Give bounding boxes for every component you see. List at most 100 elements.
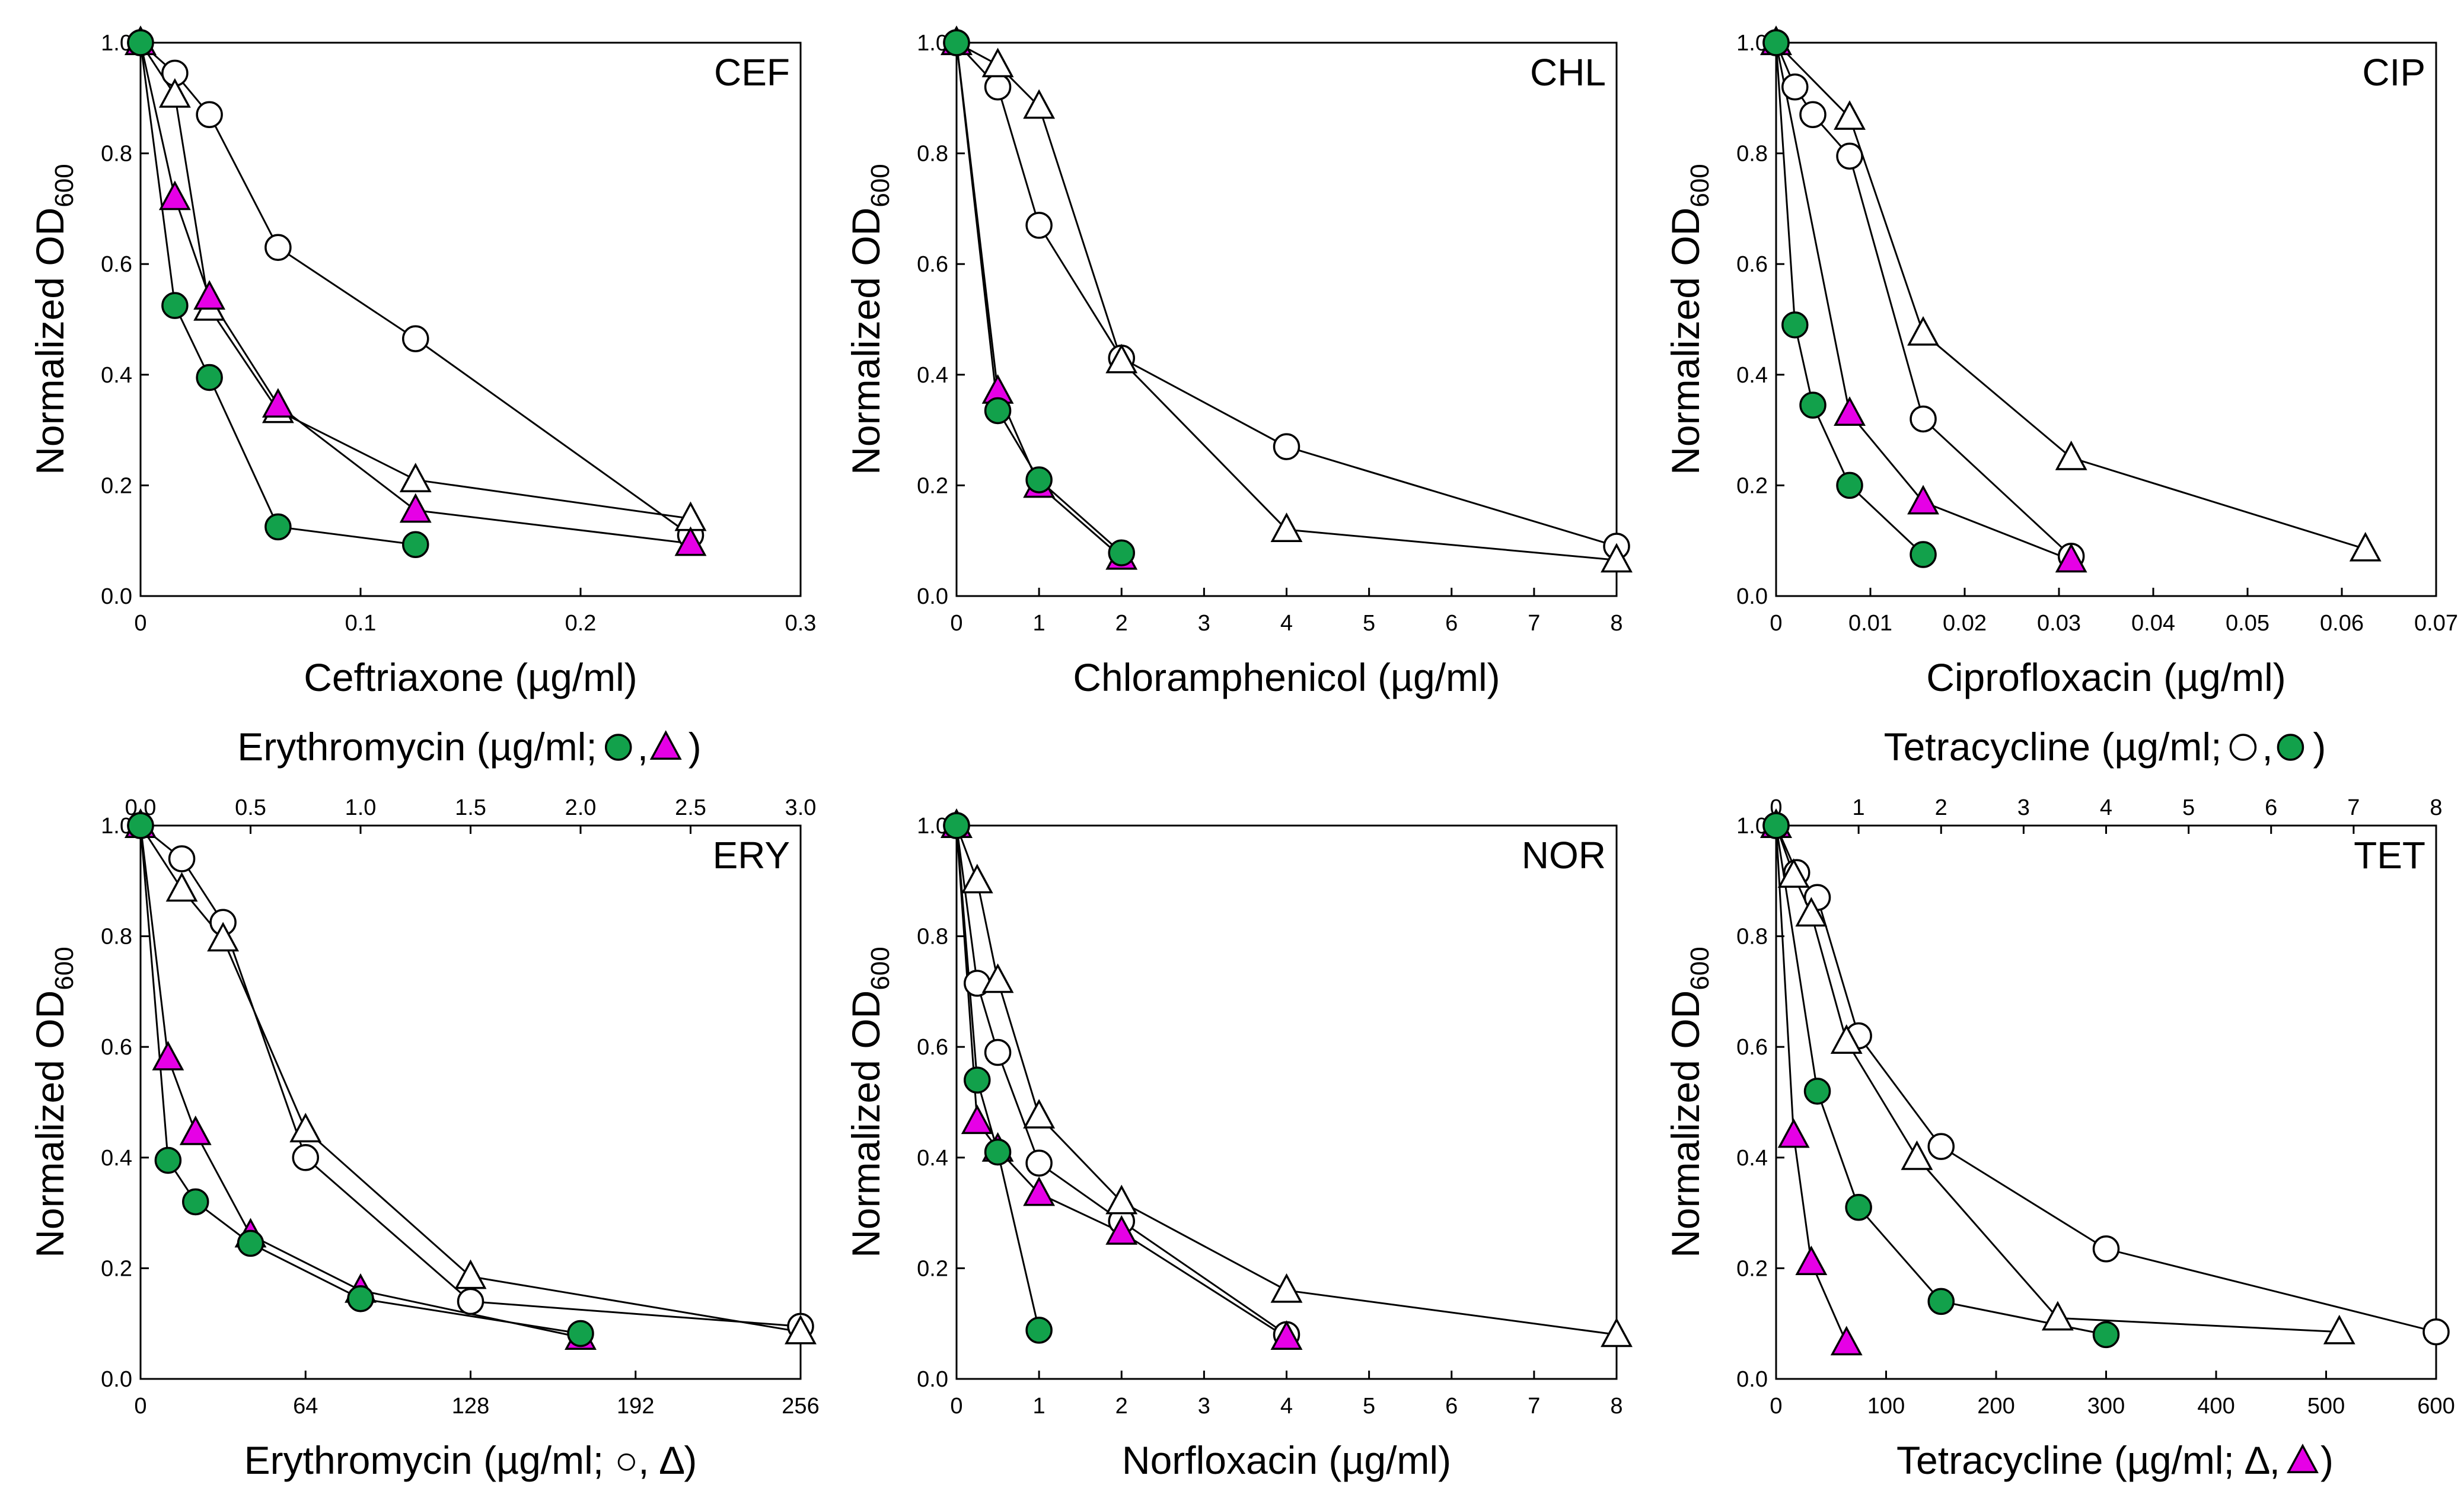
data-point-open-circle bbox=[168, 845, 196, 872]
data-point-open-triangle bbox=[1270, 1273, 1303, 1303]
data-point-open-triangle bbox=[981, 47, 1014, 78]
y-tick-label: 0.6 bbox=[101, 1035, 132, 1060]
data-point-open-triangle bbox=[1270, 512, 1303, 542]
x-tick-label: 8 bbox=[1610, 611, 1623, 636]
data-point-green-circle bbox=[182, 1188, 209, 1216]
y-tick-label: 0.0 bbox=[1736, 1367, 1768, 1392]
x2-tick-label: 3.0 bbox=[785, 795, 817, 820]
data-point-open-triangle bbox=[1901, 1140, 1933, 1170]
y-axis-title-subscript: 600 bbox=[50, 164, 79, 207]
data-point-green-circle bbox=[1910, 541, 1937, 568]
data-point-green-circle bbox=[984, 1138, 1012, 1166]
data-point-open-triangle bbox=[961, 864, 993, 894]
y-tick-label: 0.2 bbox=[101, 473, 132, 498]
y-tick-label: 0.2 bbox=[917, 1256, 948, 1281]
data-point-open-circle bbox=[1910, 405, 1937, 433]
y-axis-title: Normalized OD600 bbox=[1663, 164, 1714, 475]
data-point-green-circle bbox=[1781, 311, 1809, 339]
y-tick-label: 0.4 bbox=[101, 1146, 132, 1171]
data-point-open-circle bbox=[984, 1038, 1012, 1066]
data-point-green-circle bbox=[943, 29, 970, 56]
x-tick-label: 0.01 bbox=[1848, 611, 1892, 636]
data-point-green-circle bbox=[964, 1066, 991, 1094]
panel-label: CEF bbox=[714, 51, 790, 94]
y-axis-title: Normalized OD600 bbox=[28, 947, 79, 1258]
data-point-magenta-triangle bbox=[1270, 1320, 1303, 1350]
chart-panel-chl: 0.00.20.40.60.81.00 1 2 3 4 5 6 7 8CHLNormalized… bbox=[844, 26, 1633, 699]
data-point-open-triangle bbox=[2041, 1301, 2074, 1331]
x2-tick-label: 1.0 bbox=[345, 795, 377, 820]
x-tick-label: 4 bbox=[1280, 1394, 1293, 1419]
x-tick-label: 256 bbox=[782, 1394, 819, 1419]
y-tick-label: 0.0 bbox=[1736, 584, 1768, 609]
data-point-open-circle bbox=[1025, 212, 1053, 239]
data-point-green-circle bbox=[1025, 466, 1053, 493]
x-tick-label: 0 bbox=[950, 611, 962, 636]
data-point-open-circle bbox=[2092, 1235, 2120, 1263]
data-point-open-circle bbox=[292, 1144, 319, 1171]
series-line-magenta-triangle bbox=[139, 42, 691, 544]
x-tick-label: 0.04 bbox=[2131, 611, 2175, 636]
y-tick-label: 0.0 bbox=[917, 584, 948, 609]
data-point-open-triangle bbox=[1023, 89, 1056, 119]
x-tick-label: 0 bbox=[1770, 611, 1782, 636]
x-tick-label: 128 bbox=[452, 1394, 489, 1419]
data-point-green-circle bbox=[1836, 471, 1863, 499]
data-point-green-circle bbox=[1799, 391, 1827, 419]
data-point-green-circle bbox=[1025, 1317, 1053, 1344]
data-point-open-triangle bbox=[165, 872, 198, 902]
data-point-green-circle bbox=[127, 812, 154, 839]
x-axis-title: Tetracycline (µg/ml; ∆, bbox=[1896, 1438, 2280, 1482]
x-axis-title: Ciprofloxacin (µg/ml) bbox=[1926, 655, 2286, 699]
y-tick-label: 0.8 bbox=[1736, 142, 1768, 167]
x2-tick-label: 1.5 bbox=[455, 795, 486, 820]
series-line-open-triangle bbox=[956, 42, 1617, 561]
y-axis-title: Normalized OD600 bbox=[1663, 947, 1714, 1258]
data-point-open-triangle bbox=[1777, 858, 1810, 888]
x-tick-label: 4 bbox=[1280, 611, 1293, 636]
y-axis-title-subscript: 600 bbox=[866, 164, 895, 207]
y-tick-label: 0.4 bbox=[1736, 363, 1768, 388]
x-tick-label: 64 bbox=[293, 1394, 318, 1419]
x-tick-label: 1 bbox=[1033, 611, 1045, 636]
x2-tick-label: 2 bbox=[1935, 795, 1947, 820]
x-tick-label: 5 bbox=[1363, 1394, 1375, 1419]
data-point-green-circle bbox=[943, 812, 970, 839]
data-point-open-triangle bbox=[981, 963, 1014, 993]
chart-panel-nor: 0.00.20.40.60.81.00 1 2 3 4 5 6 7 8NORNormalized… bbox=[844, 808, 1633, 1482]
x2-tick-label: 0.5 bbox=[235, 795, 266, 820]
x-tick-label: 7 bbox=[1528, 1394, 1540, 1419]
data-point-green-circle bbox=[2092, 1321, 2120, 1349]
y-tick-label: 0.6 bbox=[1736, 1035, 1768, 1060]
panel-label: NOR bbox=[1522, 834, 1606, 877]
data-point-green-circle bbox=[1927, 1288, 1955, 1315]
data-point-magenta-triangle bbox=[674, 526, 707, 556]
data-point-open-triangle bbox=[158, 78, 191, 108]
y-axis-title-subscript: 600 bbox=[1685, 164, 1714, 207]
data-point-open-triangle bbox=[1105, 1184, 1138, 1215]
x-tick-label: 0.1 bbox=[345, 611, 377, 636]
x-axis-title: Chloramphenicol (µg/ml) bbox=[1073, 655, 1500, 699]
x-tick-label: 0 bbox=[134, 611, 146, 636]
x2-axis-title-comma: , bbox=[637, 725, 648, 769]
y-tick-label: 0.0 bbox=[101, 1367, 132, 1392]
x-tick-label: 400 bbox=[2197, 1394, 2235, 1419]
x-axis-title-marker-magenta-triangle bbox=[2287, 1444, 2319, 1473]
series-line-magenta-triangle bbox=[955, 825, 1287, 1339]
data-point-magenta-triangle bbox=[179, 1115, 212, 1145]
x2-axis-title-comma: , bbox=[2262, 725, 2272, 769]
data-point-green-circle bbox=[127, 29, 154, 56]
y-tick-label: 0.2 bbox=[101, 1256, 132, 1281]
data-point-magenta-triangle bbox=[399, 493, 432, 523]
data-point-open-triangle bbox=[785, 1314, 817, 1345]
data-point-green-circle bbox=[1762, 29, 1790, 56]
panel-label: ERY bbox=[713, 834, 790, 877]
x-tick-label: 2 bbox=[1115, 611, 1128, 636]
x2-tick-label: 3 bbox=[2017, 795, 2030, 820]
y-axis-title: Normalized OD600 bbox=[28, 164, 79, 475]
data-point-magenta-triangle bbox=[2055, 543, 2087, 573]
x-tick-label: 500 bbox=[2307, 1394, 2345, 1419]
data-point-magenta-triangle bbox=[158, 180, 191, 211]
series-line-open-circle bbox=[955, 42, 1617, 547]
data-point-open-triangle bbox=[1601, 543, 1633, 573]
